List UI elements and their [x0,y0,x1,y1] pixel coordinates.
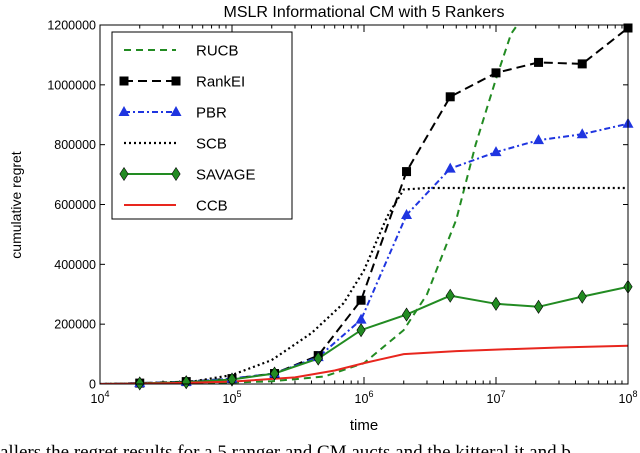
data-point-savage [269,366,280,381]
data-point-rankei [402,167,412,177]
x-axis-label: time [350,417,378,434]
caption-fragment: allers the regret results for a 5 ranger… [0,436,640,453]
y-tick-label: 0 [89,378,96,392]
legend-marker-savage [119,166,129,182]
data-point-pbr [490,146,502,157]
legend-marker-pbr [118,106,130,116]
series-line-ccb [100,344,628,384]
data-point-savage [181,375,191,390]
legend-label-rankei: RankEI [196,74,245,91]
data-point-savage [227,372,237,387]
legend-label-savage: SAVAGE [196,167,255,184]
legend-label-scb: SCB [196,136,227,153]
legend-label-rucb: RUCB [196,43,239,60]
data-point-savage [533,299,544,314]
series-line-scb [100,186,628,384]
data-point-savage [313,351,323,366]
data-point-rankei [534,57,544,67]
y-tick-label: 600000 [54,198,96,212]
y-tick-label: 1000000 [47,78,96,92]
data-point-pbr [401,208,413,219]
data-point-savage [445,288,455,303]
data-point-savage [401,307,412,322]
legend-label-ccb: CCB [196,198,228,215]
x-tick-label: 108 [619,389,638,406]
data-point-savage [577,289,587,304]
legend-marker-savage [171,166,181,182]
data-point-pbr [533,134,545,145]
data-point-savage [491,296,501,311]
y-axis-label: cumulative regret [8,151,24,258]
data-point-rankei [356,295,366,305]
data-point-pbr [355,313,367,324]
y-tick-label: 1200000 [47,19,96,33]
data-point-savage [356,323,366,338]
legend-label-pbr: PBR [196,105,227,122]
y-axis-ticks: 0 200000 400000 600000 800000 1000000 1200000 [47,19,628,392]
chart-title: MSLR Informational CM with 5 Rankers [224,4,505,21]
data-point-rankei [577,59,587,69]
x-tick-label: 104 [91,389,110,406]
x-tick-label: 107 [487,389,506,406]
data-point-rankei [445,92,455,102]
data-point-savage [135,376,145,391]
series-markers [134,23,634,391]
x-axis-ticks: 104 105 106 107 108 [91,25,638,406]
legend-marker-rankei [171,76,181,86]
legend-marker-pbr [170,106,182,116]
legend: RUCB RankEI PBR SCB SAVAGE CCB [111,31,293,220]
y-tick-label: 800000 [54,138,96,152]
x-tick-label: 105 [223,389,242,406]
y-tick-label: 400000 [54,258,96,272]
legend-box [111,31,293,220]
x-tick-label: 106 [355,389,374,406]
caption-text: allers the regret results for a 5 ranger… [0,442,571,453]
y-tick-label: 200000 [54,318,96,332]
data-point-rankei [491,68,501,78]
plot-frame [99,24,629,385]
data-point-pbr [444,162,456,173]
data-point-pbr [576,128,588,139]
legend-marker-rankei [119,76,129,86]
